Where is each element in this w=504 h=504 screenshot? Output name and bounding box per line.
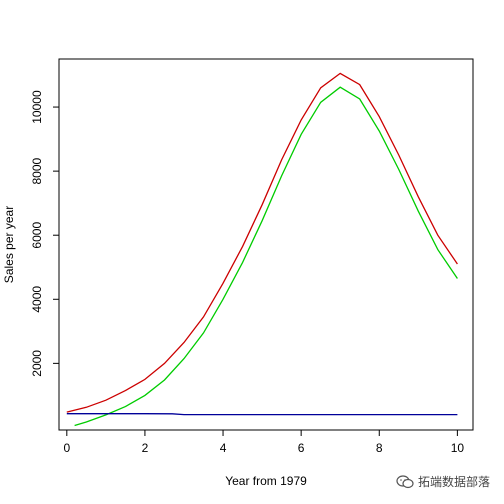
y-tick-label: 2000 <box>30 350 44 377</box>
y-tick-label: 10000 <box>30 90 44 124</box>
wechat-icon <box>396 474 414 488</box>
y-tick-label: 6000 <box>30 222 44 249</box>
x-tick-label: 2 <box>142 441 149 455</box>
x-tick-label: 0 <box>63 441 70 455</box>
x-axis-title: Year from 1979 <box>225 474 307 488</box>
series-line-3 <box>66 413 458 416</box>
plot-frame <box>58 58 474 431</box>
watermark-text: 拓端数据部落 <box>417 475 490 489</box>
x-tick-label: 8 <box>376 441 383 455</box>
x-tick-label: 6 <box>298 441 305 455</box>
x-tick-label: 10 <box>451 441 465 455</box>
x-axis: 0 2 4 6 8 10 <box>63 430 464 455</box>
y-tick-label: 4000 <box>30 286 44 313</box>
series-line-2 <box>74 86 458 427</box>
watermark: 拓端数据部落 <box>396 473 490 490</box>
x-tick-label: 4 <box>220 441 227 455</box>
y-axis-title: Sales per year <box>2 206 16 283</box>
y-tick-label: 8000 <box>30 157 44 184</box>
y-axis: 2000 4000 6000 8000 10000 <box>30 90 59 377</box>
plot-lines <box>66 72 458 427</box>
series-line-1 <box>66 72 458 413</box>
